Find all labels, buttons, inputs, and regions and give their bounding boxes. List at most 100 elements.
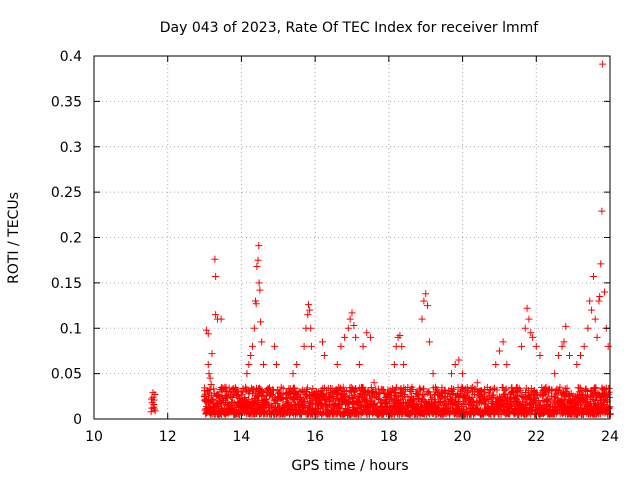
data-point xyxy=(346,315,354,323)
data-point xyxy=(257,318,265,326)
data-point xyxy=(319,389,327,397)
x-tick-label: 18 xyxy=(380,429,398,445)
data-point xyxy=(605,404,613,412)
data-point xyxy=(586,297,594,305)
data-point xyxy=(309,385,317,393)
data-point xyxy=(584,324,592,332)
data-point xyxy=(279,407,287,415)
data-point xyxy=(300,342,308,350)
data-point xyxy=(600,288,608,296)
data-point xyxy=(149,389,157,397)
data-point xyxy=(502,385,510,393)
data-point xyxy=(424,302,432,310)
data-point xyxy=(368,389,376,397)
data-point xyxy=(605,388,613,396)
y-tick-label: 0 xyxy=(73,412,82,428)
data-point xyxy=(523,399,531,407)
data-point xyxy=(206,374,214,382)
data-point xyxy=(255,242,263,250)
data-point xyxy=(523,304,531,312)
data-point xyxy=(305,301,313,309)
data-point xyxy=(307,342,315,350)
chart-title: Day 043 of 2023, Rate Of TEC Index for r… xyxy=(160,20,540,36)
grid xyxy=(94,56,610,419)
data-point xyxy=(204,361,212,369)
data-point xyxy=(527,329,535,337)
data-point xyxy=(476,399,484,407)
data-point xyxy=(432,386,440,394)
data-point xyxy=(255,279,263,287)
data-point xyxy=(486,386,494,394)
data-point xyxy=(330,406,338,414)
data-point xyxy=(264,384,272,392)
data-point xyxy=(596,292,604,300)
data-point xyxy=(481,388,489,396)
data-point xyxy=(489,385,497,393)
data-point xyxy=(598,207,606,215)
data-point xyxy=(352,385,360,393)
data-point xyxy=(394,333,402,341)
data-point xyxy=(291,385,299,393)
data-point xyxy=(248,390,256,398)
data-point xyxy=(273,397,281,405)
x-tick-label: 16 xyxy=(306,429,324,445)
data-point xyxy=(490,391,498,399)
data-point xyxy=(259,389,267,397)
data-point xyxy=(267,402,275,410)
data-point xyxy=(245,361,253,369)
data-point xyxy=(561,385,569,393)
data-point xyxy=(319,338,327,346)
data-point xyxy=(211,255,219,263)
data-point xyxy=(250,324,258,332)
y-tick-label: 0.3 xyxy=(60,140,82,156)
data-point xyxy=(478,387,486,395)
data-point xyxy=(457,387,465,395)
data-point xyxy=(320,390,328,398)
data-point xyxy=(252,300,260,308)
data-point xyxy=(595,297,603,305)
data-point xyxy=(223,388,231,396)
y-tick-label: 0.05 xyxy=(51,367,82,383)
data-point xyxy=(449,385,457,393)
x-tick-label: 22 xyxy=(527,429,545,445)
data-point xyxy=(239,388,247,396)
data-point xyxy=(463,391,471,399)
data-point xyxy=(151,407,159,415)
y-tick-label: 0.4 xyxy=(60,49,82,65)
data-point xyxy=(546,395,554,403)
y-axis-ticks: 0 0.05 0.1 0.15 0.2 0.25 0.3 0.35 0.4 xyxy=(51,49,610,428)
data-point xyxy=(202,326,210,334)
data-point xyxy=(147,395,155,403)
data-point xyxy=(529,333,537,341)
data-point xyxy=(488,392,496,400)
data-point xyxy=(425,388,433,396)
x-tick-label: 20 xyxy=(454,429,472,445)
data-point xyxy=(604,342,612,350)
data-point xyxy=(499,338,507,346)
data-point xyxy=(344,324,352,332)
x-tick-label: 12 xyxy=(159,429,177,445)
data-point xyxy=(374,394,382,402)
data-point xyxy=(348,309,356,317)
y-tick-label: 0.15 xyxy=(51,276,82,292)
data-point xyxy=(400,361,408,369)
data-point xyxy=(359,342,367,350)
data-point xyxy=(215,397,223,405)
data-point xyxy=(565,351,573,359)
data-point xyxy=(398,342,406,350)
data-point xyxy=(392,383,400,391)
data-point xyxy=(577,351,585,359)
data-point xyxy=(464,389,472,397)
x-axis-ticks: 10 12 14 16 18 20 22 24 xyxy=(85,56,619,445)
data-point xyxy=(307,324,315,332)
data-point xyxy=(372,391,380,399)
data-point xyxy=(350,322,358,330)
data-point xyxy=(268,390,276,398)
data-point xyxy=(215,391,223,399)
data-point xyxy=(269,386,277,394)
data-point xyxy=(589,273,597,281)
data-point xyxy=(410,396,418,404)
data-point xyxy=(588,306,596,314)
data-point xyxy=(532,342,540,350)
